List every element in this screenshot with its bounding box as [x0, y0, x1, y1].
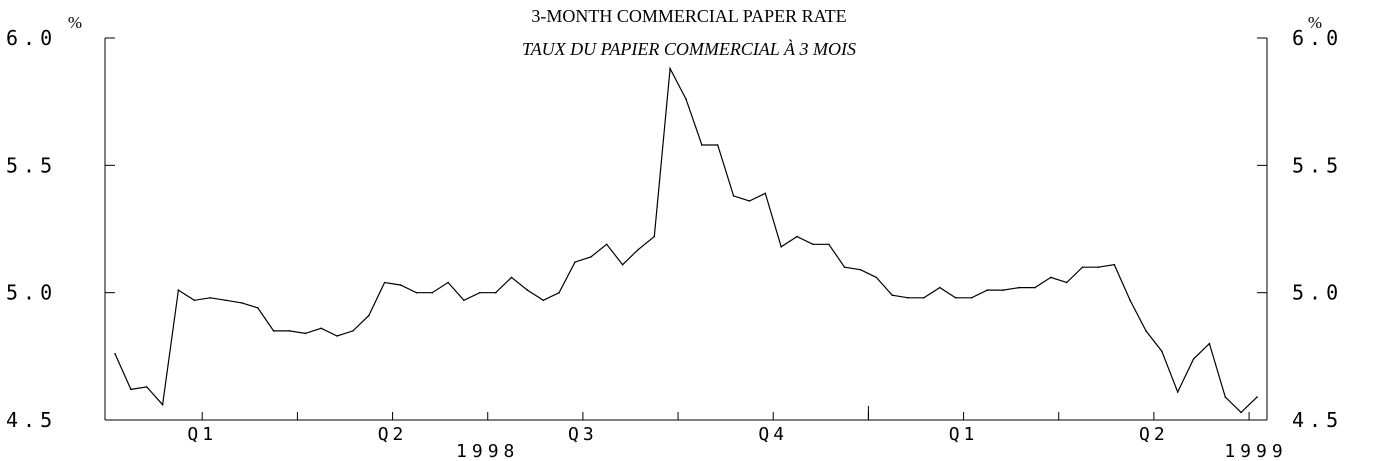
y-tick-label-left: 5.0: [6, 281, 57, 305]
x-quarter-label: Q3: [568, 424, 598, 445]
y-unit-right: %: [1308, 13, 1322, 32]
x-year-label: 1999: [1224, 441, 1287, 461]
data-point: [1113, 263, 1116, 266]
data-point: [764, 192, 767, 195]
data-point: [130, 388, 132, 391]
data-point: [875, 276, 878, 279]
data-point: [241, 302, 243, 304]
x-quarter-label: Q2: [1139, 424, 1169, 445]
data-point: [891, 294, 893, 297]
y-tick-label-right: 5.5: [1292, 153, 1343, 177]
data-point: [1208, 342, 1211, 345]
chart-title: 3-MONTH COMMERCIAL PAPER RATE: [531, 6, 846, 26]
data-point: [907, 297, 909, 299]
data-point: [336, 335, 338, 337]
data-point: [859, 268, 862, 271]
x-quarter-label: Q1: [949, 424, 979, 445]
data-point: [954, 297, 957, 299]
data-point: [1129, 299, 1131, 302]
data-point: [145, 386, 148, 388]
data-point: [796, 235, 798, 238]
data-point: [558, 291, 560, 294]
data-point: [463, 299, 465, 302]
data-point: [1002, 289, 1004, 291]
data-point: [494, 291, 497, 294]
data-point: [304, 332, 307, 335]
x-quarter-label: Q4: [758, 424, 788, 445]
data-point: [605, 243, 608, 246]
y-tick-label-right: 5.0: [1292, 281, 1343, 305]
x-ticks: [201, 406, 1250, 420]
series-line: [114, 66, 1258, 414]
data-point: [1161, 350, 1163, 353]
data-point: [368, 314, 370, 317]
x-quarter-label: Q1: [187, 424, 217, 445]
data-point: [161, 403, 164, 406]
data-point: [193, 299, 196, 302]
data-point: [1256, 396, 1258, 398]
data-point: [621, 263, 624, 266]
data-point: [732, 195, 735, 197]
data-point: [574, 261, 576, 263]
data-point: [1018, 286, 1020, 289]
data-point: [431, 291, 434, 294]
data-point: [479, 291, 481, 294]
data-point: [590, 256, 592, 258]
data-point: [447, 281, 449, 284]
data-point: [114, 353, 116, 355]
data-point: [288, 330, 291, 332]
y-tick-label-right: 4.5: [1292, 408, 1343, 432]
data-point: [542, 299, 545, 302]
y-tick-label-left: 4.5: [6, 408, 57, 432]
data-point: [257, 307, 259, 309]
data-point: [272, 330, 275, 332]
y-tick-label-right: 6.0: [1292, 26, 1343, 50]
data-point: [415, 291, 418, 294]
data-point: [970, 297, 973, 299]
data-point: [225, 299, 227, 302]
data-point: [1145, 330, 1147, 332]
data-point: [510, 276, 513, 279]
data-point: [1081, 266, 1084, 269]
x-quarter-label: Q2: [378, 424, 408, 445]
data-point: [701, 144, 703, 146]
data-point: [669, 67, 671, 70]
data-point: [1192, 358, 1195, 360]
data-point: [399, 284, 402, 286]
y-ticks: 6.0 6.0 5.5 5.5 5.0 5.0 4.5 4.5: [6, 26, 1343, 432]
data-point: [1224, 396, 1227, 398]
data-point: [812, 243, 814, 246]
x-year-label: 1998: [456, 441, 519, 461]
y-unit-left: %: [68, 13, 82, 32]
data-point: [526, 289, 529, 291]
data-point: [209, 297, 211, 299]
data-point: [748, 200, 751, 202]
data-point: [1034, 286, 1036, 289]
data-points: [114, 67, 1258, 414]
data-point: [653, 235, 656, 238]
data-point: [1097, 266, 1100, 269]
data-point: [780, 246, 782, 248]
data-point: [1240, 411, 1242, 414]
data-point: [1050, 276, 1052, 279]
chart-subtitle: TAUX DU PAPIER COMMERCIAL À 3 MOIS: [522, 38, 856, 59]
y-tick-label-left: 5.5: [6, 153, 57, 177]
x-labels: Q1 Q2 Q3 Q4 Q1 Q2 1998 1999: [187, 424, 1287, 461]
data-point: [843, 266, 846, 269]
data-point: [685, 98, 687, 100]
data-point: [1176, 391, 1179, 393]
data-point: [923, 297, 925, 299]
data-point: [939, 286, 941, 289]
data-point: [828, 243, 830, 246]
y-tick-label-left: 6.0: [6, 26, 57, 50]
data-point: [177, 289, 180, 291]
data-point: [352, 330, 354, 332]
data-point: [1065, 281, 1068, 284]
data-point: [320, 327, 323, 330]
data-point: [986, 289, 989, 291]
data-point: [383, 281, 386, 284]
data-point: [716, 144, 719, 146]
data-point: [637, 248, 640, 251]
